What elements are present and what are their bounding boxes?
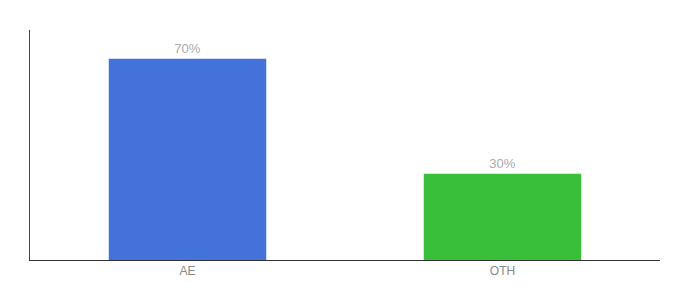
svg-text:OTH: OTH (490, 264, 515, 278)
svg-text:70%: 70% (174, 41, 200, 56)
svg-text:AE: AE (179, 264, 195, 278)
svg-text:30%: 30% (489, 156, 515, 171)
